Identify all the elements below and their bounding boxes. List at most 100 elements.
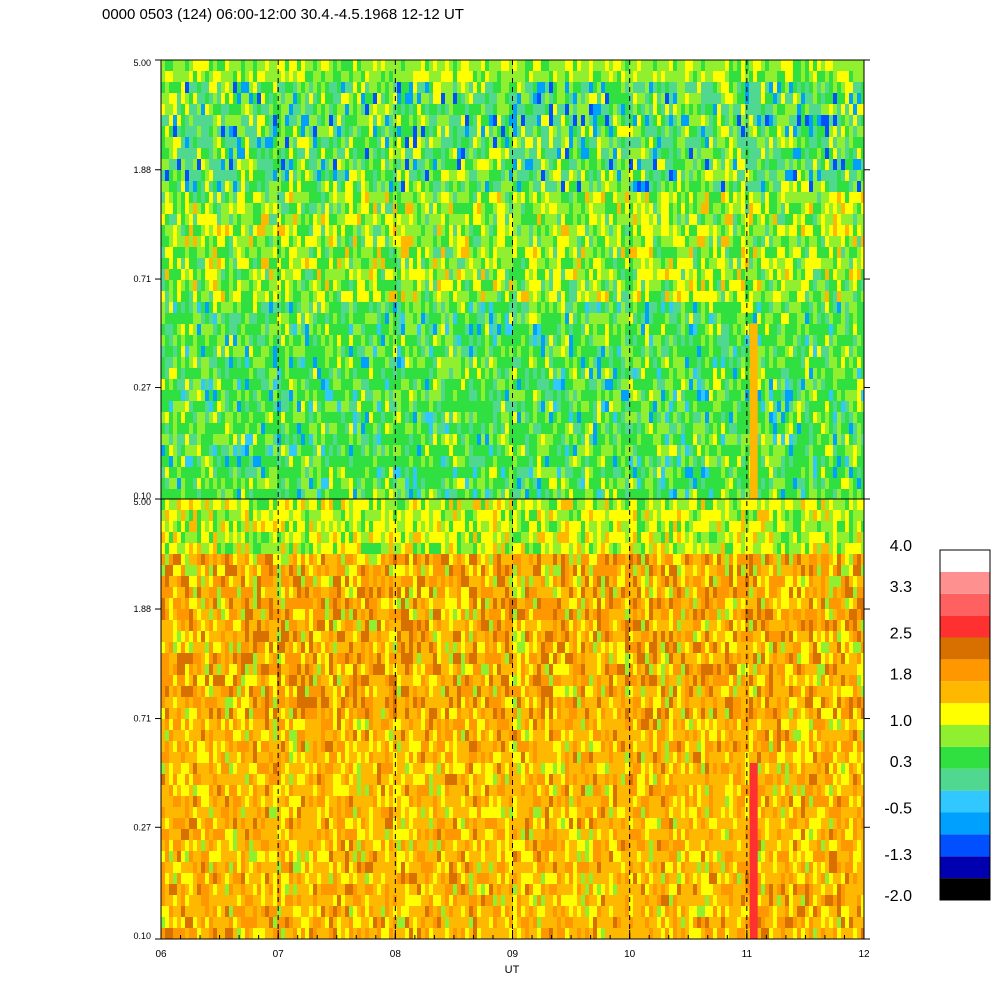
- spectrogram-cell: [525, 368, 529, 379]
- spectrogram-cell: [321, 258, 325, 269]
- spectrogram-cell: [445, 445, 449, 456]
- spectrogram-cell: [477, 313, 481, 324]
- spectrogram-cell: [337, 104, 341, 115]
- spectrogram-cell: [401, 82, 405, 93]
- spectrogram-cell: [493, 291, 497, 302]
- spectrogram-cell: [329, 346, 333, 357]
- spectrogram-cell: [529, 115, 533, 126]
- spectrogram-cell: [277, 445, 281, 456]
- spectrogram-cell: [345, 291, 349, 302]
- spectrogram-cell: [581, 82, 585, 93]
- spectrogram-cell: [377, 478, 381, 489]
- spectrogram-cell: [209, 126, 213, 137]
- spectrogram-cell: [293, 159, 297, 170]
- spectrogram-cell: [637, 137, 641, 148]
- spectrogram-cell: [165, 181, 169, 192]
- spectrogram-cell: [545, 313, 549, 324]
- spectrogram-cell: [521, 357, 525, 368]
- spectrogram-cell: [365, 401, 369, 412]
- spectrogram-cell: [261, 93, 265, 104]
- spectrogram-cell: [581, 489, 585, 499]
- spectrogram-cell: [453, 445, 457, 456]
- spectrogram-cell: [205, 412, 209, 423]
- spectrogram-cell: [401, 236, 405, 247]
- spectrogram-cell: [213, 214, 217, 225]
- spectrogram-cell: [529, 60, 533, 71]
- spectrogram-cell: [317, 379, 321, 390]
- spectrogram-cell: [433, 192, 437, 203]
- spectrogram-cell: [321, 170, 325, 181]
- spectrogram-cell: [621, 170, 625, 181]
- spectrogram-cell: [581, 126, 585, 137]
- spectrogram-cell: [397, 225, 401, 236]
- spectrogram-cell: [533, 159, 537, 170]
- spectrogram-cell: [213, 225, 217, 236]
- spectrogram-cell: [229, 412, 233, 423]
- spectrogram-cell: [177, 159, 181, 170]
- spectrogram-cell: [401, 489, 405, 499]
- spectrogram-cell: [637, 445, 641, 456]
- spectrogram-cell: [309, 137, 313, 148]
- spectrogram-cell: [509, 82, 513, 93]
- spectrogram-cell: [193, 115, 197, 126]
- spectrogram-cell: [405, 247, 409, 258]
- spectrogram-cell: [309, 390, 313, 401]
- spectrogram-cell: [489, 401, 493, 412]
- spectrogram-cell: [393, 214, 397, 225]
- spectrogram-cell: [309, 148, 313, 159]
- spectrogram-cell: [361, 170, 365, 181]
- spectrogram-cell: [181, 335, 185, 346]
- spectrogram-cell: [493, 192, 497, 203]
- spectrogram-cell: [653, 60, 657, 71]
- spectrogram-cell: [333, 82, 337, 93]
- spectrogram-cell: [525, 115, 529, 126]
- spectrogram-cell: [653, 104, 657, 115]
- spectrogram-cell: [549, 280, 553, 291]
- spectrogram-cell: [397, 236, 401, 247]
- spectrogram-cell: [385, 434, 389, 445]
- spectrogram-cell: [373, 390, 377, 401]
- spectrogram-cell: [577, 60, 581, 71]
- spectrogram-cell: [261, 313, 265, 324]
- spectrogram-cell: [205, 126, 209, 137]
- spectrogram-cell: [469, 258, 473, 269]
- spectrogram-cell: [337, 181, 341, 192]
- spectrogram-cell: [501, 467, 505, 478]
- spectrogram-cell: [233, 203, 237, 214]
- spectrogram-cell: [193, 225, 197, 236]
- spectrogram-cell: [249, 445, 253, 456]
- spectrogram-cell: [221, 137, 225, 148]
- spectrogram-cell: [389, 93, 393, 104]
- spectrogram-cell: [289, 335, 293, 346]
- spectrogram-cell: [477, 456, 481, 467]
- spectrogram-cell: [305, 126, 309, 137]
- spectrogram-cell: [177, 346, 181, 357]
- spectrogram-cell: [513, 192, 517, 203]
- spectrogram-cell: [325, 357, 329, 368]
- spectrogram-cell: [353, 247, 357, 258]
- spectrogram-cell: [489, 302, 493, 313]
- spectrogram-cell: [589, 203, 593, 214]
- spectrogram-cell: [413, 335, 417, 346]
- spectrogram-cell: [173, 335, 177, 346]
- spectrogram-cell: [401, 159, 405, 170]
- spectrogram-cell: [221, 170, 225, 181]
- spectrogram-cell: [197, 467, 201, 478]
- spectrogram-cell: [529, 445, 533, 456]
- spectrogram-cell: [213, 236, 217, 247]
- spectrogram-cell: [569, 126, 573, 137]
- spectrogram-cell: [257, 445, 261, 456]
- spectrogram-cell: [325, 137, 329, 148]
- spectrogram-cell: [381, 203, 385, 214]
- spectrogram-cell: [173, 82, 177, 93]
- spectrogram-cell: [641, 434, 645, 445]
- spectrogram-cell: [653, 247, 657, 258]
- spectrogram-cell: [233, 104, 237, 115]
- spectrogram-cell: [405, 291, 409, 302]
- spectrogram-cell: [285, 269, 289, 280]
- spectrogram-cell: [497, 225, 501, 236]
- spectrogram-cell: [301, 313, 305, 324]
- spectrogram-cell: [473, 456, 477, 467]
- spectrogram-cell: [337, 225, 341, 236]
- spectrogram-cell: [249, 170, 253, 181]
